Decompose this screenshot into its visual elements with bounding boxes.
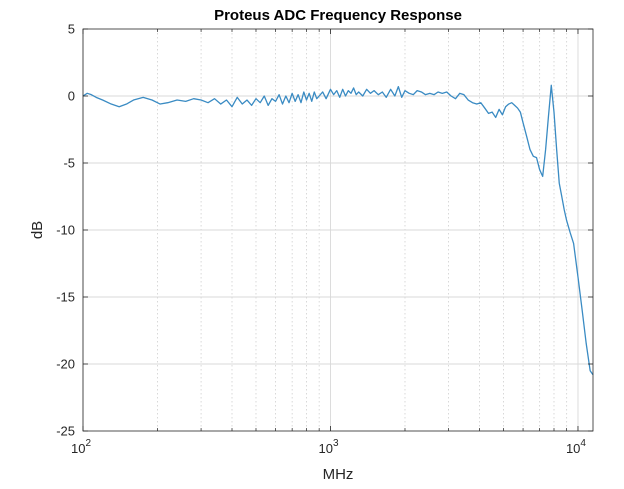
x-tick-exponent: 4 [580,438,586,449]
y-tick-label: 5 [68,22,75,37]
y-tick-label: -15 [56,290,75,305]
response-series-line [82,84,594,376]
y-tick-label: -10 [56,223,75,238]
major-grid [82,29,593,431]
y-tick-label: -20 [56,357,75,372]
x-axis-label: MHz [323,466,354,483]
y-tick-label: -5 [63,156,75,171]
y-tick-label: 0 [68,89,75,104]
x-tick-exponent: 2 [85,438,91,449]
tick-marks [82,28,593,432]
y-tick-labels: 5 0 -5 -10 -15 -20 -25 [56,22,75,439]
series-layer [82,84,594,376]
y-axis-label: dB [29,221,46,239]
x-tick-exponent: 3 [333,438,339,449]
y-tick-label: -25 [56,424,75,439]
chart-title: Proteus ADC Frequency Response [214,7,462,24]
